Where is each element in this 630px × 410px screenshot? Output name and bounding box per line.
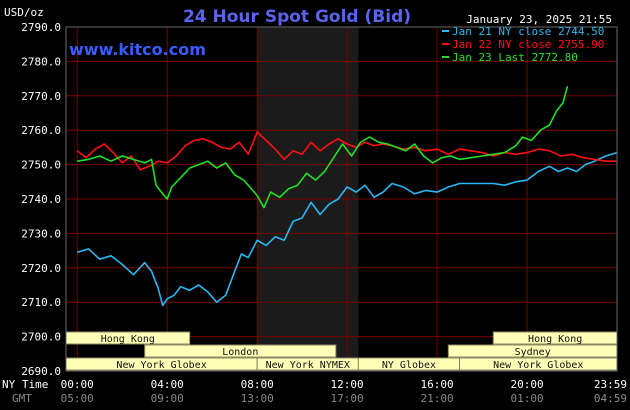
grid <box>66 26 618 372</box>
legend-entry: Jan 22 NY close 2755.90 <box>452 38 604 51</box>
x-tick-label-gmt: 13:00 <box>241 392 274 405</box>
x-tick-label-ny: 20:00 <box>510 378 543 391</box>
legend-entry: Jan 23 Last 2772.80 <box>452 51 578 64</box>
x-tick-label-ny: 04:00 <box>151 378 184 391</box>
x-tick-label-ny: 00:00 <box>61 378 94 391</box>
market-sessions: Hong Kong Hong Kong London Sydney New York G… <box>65 331 618 371</box>
x-tick-label-ny: 08:00 <box>241 378 274 391</box>
y-tick-label: 2750.0 <box>21 159 61 172</box>
market-session-box <box>144 344 337 358</box>
x-tick-label-ny: 23:59 <box>594 378 627 391</box>
series-line <box>77 85 569 209</box>
y-tick-label: 2770.0 <box>21 90 61 103</box>
market-session-label: London <box>222 347 258 358</box>
y-axis-ticks: 2690.0 2700.0 2710.0 2720.0 2730.0 2740.0 2750… <box>21 21 61 378</box>
legend-entry: Jan 21 NY close 2744.50 <box>452 25 604 38</box>
x-tick-label-ny: 16:00 <box>421 378 454 391</box>
y-tick-label: 2710.0 <box>21 296 61 309</box>
ny-time-label: NY Time <box>2 378 48 391</box>
x-tick-label-gmt: 21:00 <box>421 392 454 405</box>
x-tick-label-gmt: 01:00 <box>510 392 543 405</box>
x-tick-label-gmt: 05:00 <box>61 392 94 405</box>
x-tick-label-gmt: 09:00 <box>151 392 184 405</box>
units-label: USD/oz <box>4 6 44 19</box>
market-session-label: NY Globex <box>382 360 436 371</box>
brand-watermark: www.kitco.com <box>69 40 206 59</box>
market-session-label: Sydney <box>515 347 551 358</box>
x-tick-label-gmt: 04:59 <box>594 392 627 405</box>
gmt-label: GMT <box>12 392 32 405</box>
x-tick-label-gmt: 17:00 <box>331 392 364 405</box>
market-session-label: New York NYMEX <box>266 360 350 371</box>
y-tick-label: 2690.0 <box>21 365 61 378</box>
y-tick-label: 2730.0 <box>21 227 61 240</box>
x-tick-label-ny: 12:00 <box>331 378 364 391</box>
price-series <box>76 85 618 307</box>
y-tick-label: 2780.0 <box>21 55 61 68</box>
plot-frame <box>65 26 618 372</box>
market-session-label: Hong Kong <box>101 334 155 345</box>
timestamp: January 23, 2025 21:55 <box>466 13 612 26</box>
market-session-label: New York Globex <box>116 360 206 371</box>
market-session-label: New York Globex <box>493 360 583 371</box>
series-line <box>76 151 618 307</box>
y-tick-label: 2740.0 <box>21 193 61 206</box>
market-session-label: Hong Kong <box>528 334 582 345</box>
y-tick-label: 2700.0 <box>21 331 61 344</box>
y-tick-label: 2790.0 <box>21 21 61 34</box>
y-tick-label: 2760.0 <box>21 124 61 137</box>
y-tick-label: 2720.0 <box>21 262 61 275</box>
series-line <box>76 131 617 171</box>
chart-title: 24 Hour Spot Gold (Bid) <box>183 7 411 27</box>
